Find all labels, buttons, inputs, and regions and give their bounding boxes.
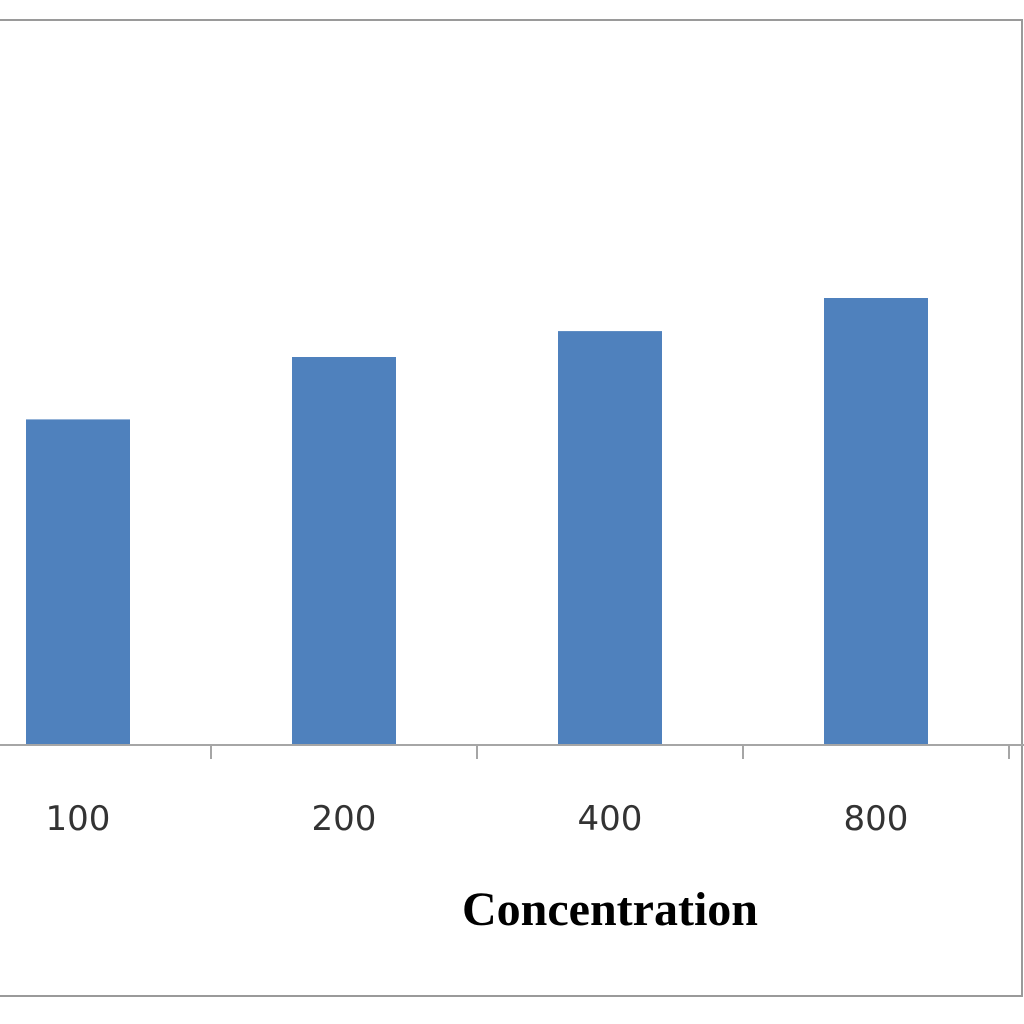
- bar-400: [556, 329, 664, 746]
- bar-200: [290, 355, 398, 746]
- bar-100: [24, 417, 132, 746]
- bar-800: [822, 296, 930, 746]
- x-tick-label-800: 800: [844, 799, 909, 839]
- x-tick-label-100: 100: [46, 799, 111, 839]
- x-tick-label-400: 400: [578, 799, 643, 839]
- x-axis-title: Concentration: [462, 883, 758, 936]
- x-axis-tick-labels: 100 200 400 800: [46, 799, 909, 839]
- x-axis-ticks: [210, 745, 1010, 759]
- x-tick-label-200: 200: [312, 799, 377, 839]
